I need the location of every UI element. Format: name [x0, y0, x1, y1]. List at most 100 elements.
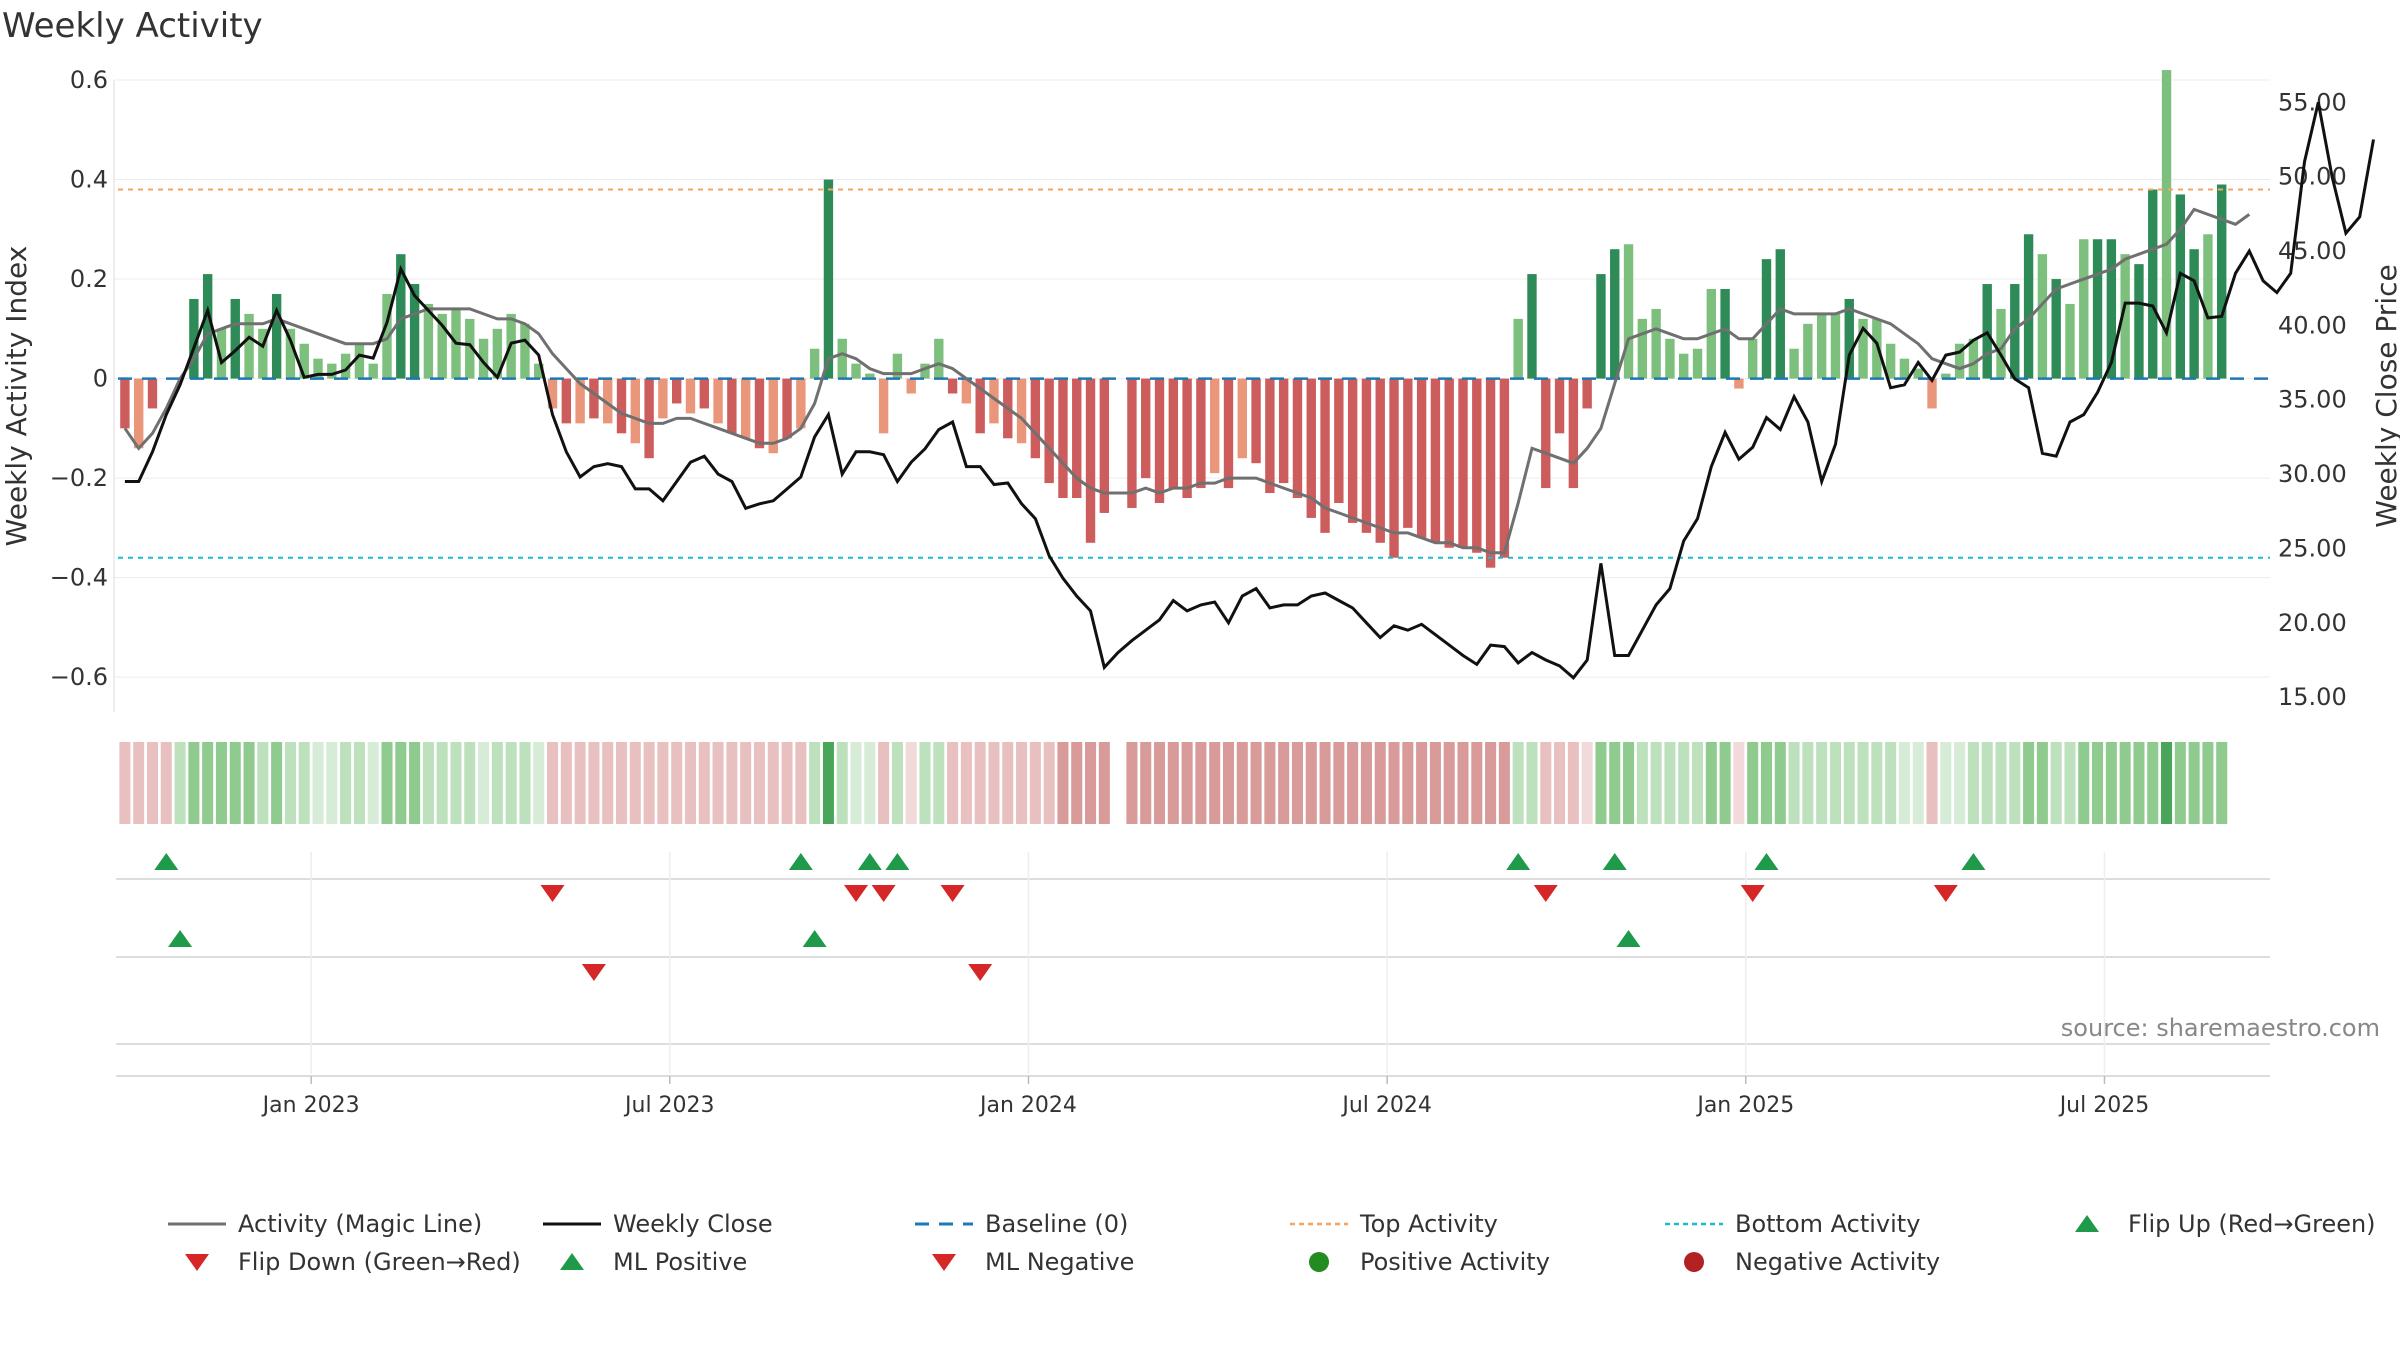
activity-bar [796, 378, 806, 429]
activity-bar [2037, 254, 2048, 379]
legend-label: Negative Activity [1735, 1248, 1940, 1276]
activity-bar [1099, 378, 1110, 513]
activity-bar [2161, 70, 2172, 379]
activity-strip-cell [1912, 742, 1924, 824]
legend-label: Weekly Close [613, 1210, 773, 1238]
y-tick-label: −0.2 [50, 464, 108, 492]
legend-swatch-triangle-up [2075, 1215, 2099, 1232]
activity-strip-cell [1554, 742, 1566, 824]
activity-bar [2079, 239, 2089, 379]
activity-strip-cell [1926, 742, 1938, 824]
activity-bar [1927, 378, 1937, 409]
activity-strip-cell [1843, 742, 1855, 824]
activity-bar [1623, 244, 1634, 379]
activity-strip-cell [1195, 742, 1207, 824]
activity-strip-cell [119, 742, 131, 824]
activity-strip-cell [726, 742, 738, 824]
activity-strip-cell [312, 742, 324, 824]
legend-label: Positive Activity [1360, 1248, 1550, 1276]
y-axis-label: Weekly Activity Index [0, 246, 33, 547]
legend-label: Flip Up (Red→Green) [2128, 1210, 2376, 1238]
activity-bar [547, 378, 558, 409]
activity-strip-cell [478, 742, 490, 824]
activity-bar [2189, 249, 2199, 379]
activity-strip-cell [615, 742, 628, 824]
activity-strip-cell [671, 742, 683, 824]
activity-bar [1954, 343, 1965, 379]
activity-bar [2148, 189, 2158, 379]
activity-strip-cell [684, 742, 697, 824]
activity-bar [1665, 338, 1675, 379]
activity-bar [2120, 254, 2130, 379]
activity-bar [1472, 378, 1482, 553]
activity-strip-cell [753, 742, 765, 824]
activity-strip-cell [1140, 742, 1152, 824]
activity-bar [865, 373, 875, 379]
source-text: source: sharemaestro.com [2060, 1014, 2380, 1042]
activity-bar [147, 378, 158, 409]
activity-bar [437, 313, 447, 379]
activity-bar [465, 318, 475, 379]
activity-bar [1610, 249, 1620, 379]
activity-bar [534, 363, 544, 379]
activity-strip-cell [1691, 742, 1704, 824]
activity-strip-cell [1443, 742, 1455, 824]
y-tick-label: 0.4 [70, 166, 108, 194]
activity-bar [1416, 378, 1427, 538]
activity-strip-cell [1733, 742, 1745, 824]
activity-bar [216, 328, 227, 379]
activity-bar [1872, 318, 1882, 379]
activity-strip-cell [1498, 742, 1510, 824]
activity-strip-cell [1774, 742, 1786, 824]
activity-bar [1775, 249, 1785, 379]
activity-strip-cell [1085, 742, 1097, 824]
activity-bar [837, 338, 847, 379]
activity-bar [1858, 318, 1868, 379]
activity-strip-cell [298, 742, 310, 824]
activity-strip-cell [215, 742, 227, 824]
activity-strip-cell [2078, 742, 2090, 824]
activity-strip-cell [1995, 742, 2007, 824]
activity-bar [520, 323, 530, 379]
activity-strip-cell [1581, 742, 1593, 824]
activity-bar [2217, 184, 2227, 379]
activity-bar [1968, 338, 1979, 379]
activity-bar [906, 378, 916, 394]
activity-bar [1278, 378, 1289, 484]
activity-strip-cell [1126, 742, 1138, 824]
activity-strip-cell [905, 742, 917, 824]
activity-strip-cell [878, 742, 890, 824]
y-tick-label: 0.6 [70, 66, 108, 94]
activity-bar [2134, 264, 2144, 379]
legend-swatch-triangle-down [185, 1254, 209, 1271]
activity-strip-cell [809, 742, 821, 824]
flip-down-marker [940, 885, 965, 902]
activity-strip-cell [1209, 742, 1221, 824]
activity-strip-cell [822, 742, 834, 824]
activity-bar [699, 378, 709, 409]
activity-bar [658, 378, 668, 419]
legend-swatch-triangle-down [932, 1254, 956, 1271]
activity-bar [1996, 308, 2006, 379]
activity-bar [492, 328, 503, 379]
activity-strip-cell [1747, 742, 1759, 824]
activity-bar [396, 254, 406, 379]
activity-strip-cell [188, 742, 200, 824]
activity-strip-cell [1885, 742, 1897, 824]
activity-strip-cell [1057, 742, 1069, 824]
activity-strip-cell [1002, 742, 1014, 824]
activity-bar [1527, 274, 1537, 379]
activity-strip-cell [381, 742, 393, 824]
activity-bar [1582, 378, 1592, 409]
activity-strip-cell [1291, 742, 1303, 824]
activity-strip-cell [1802, 742, 1814, 824]
activity-bar [1913, 368, 1923, 379]
activity-bar [1554, 378, 1565, 434]
activity-strip-cell [1402, 742, 1414, 824]
activity-bar [313, 358, 323, 379]
y-tick-label: −0.6 [50, 663, 108, 691]
activity-bar [1789, 348, 1799, 379]
activity-strip-cell [919, 742, 931, 824]
x-tick-label: Jan 2023 [261, 1093, 360, 1118]
y2-tick-label: 35.00 [2278, 386, 2347, 414]
